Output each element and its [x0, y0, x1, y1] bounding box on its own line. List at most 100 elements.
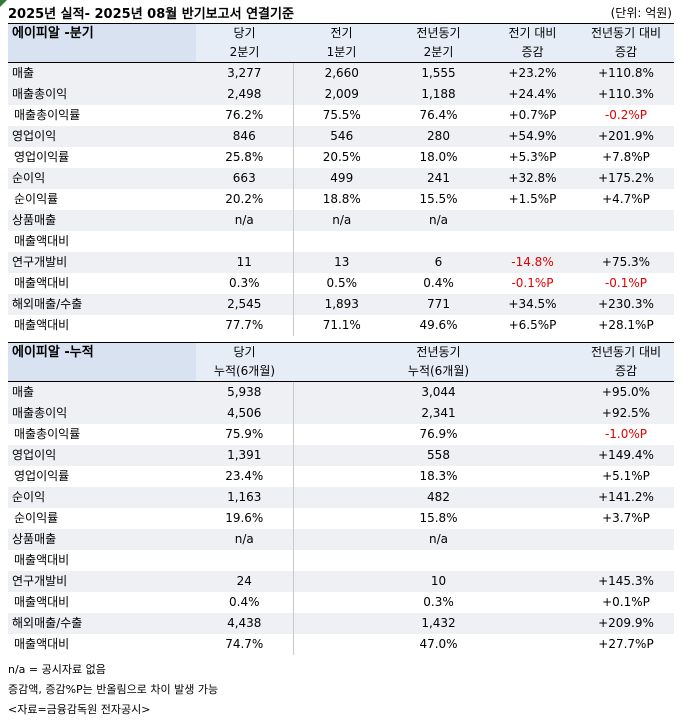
quarterly-cell: +175.2% — [578, 168, 674, 189]
footnote-na: n/a = 공시자료 없음 — [8, 663, 106, 676]
quarterly-cell: -14.8% — [487, 252, 578, 273]
quarterly-cell: +1.5%P — [487, 189, 578, 210]
quarterly-cell: +23.2% — [487, 62, 578, 84]
cumulative-cell: +0.1%P — [578, 592, 674, 613]
cumulative-row: 매출액대비 74.7% 47.0% +27.7%P — [8, 634, 674, 655]
cumulative-header-top-4: 전년동기 대비 — [578, 342, 674, 362]
cumulative-cell: +149.4% — [578, 445, 674, 466]
quarterly-cell: 18.0% — [390, 147, 487, 168]
cumulative-cell — [487, 634, 578, 655]
cumulative-header-top-0: 당기 — [196, 342, 293, 362]
cumulative-cell — [293, 571, 390, 592]
footnote-rounding: 증감액, 증감%P는 반올림으로 차이 발생 가능 — [8, 683, 219, 696]
quarterly-cell: 2,660 — [293, 62, 390, 84]
cumulative-cell: 74.7% — [196, 634, 294, 655]
quarterly-row: 매출총이익률 76.2% 75.5% 76.4% +0.7%P -0.2%P — [8, 105, 674, 126]
quarterly-cell: 241 — [390, 168, 487, 189]
cumulative-row-label: 영업이익률 — [8, 466, 196, 487]
quarterly-cell: 0.4% — [390, 273, 487, 294]
cumulative-cell — [293, 487, 390, 508]
cumulative-cell: 0.3% — [390, 592, 487, 613]
cumulative-row: 영업이익 1,391 558 +149.4% — [8, 445, 674, 466]
cumulative-row: 순이익 1,163 482 +141.2% — [8, 487, 674, 508]
cumulative-cell: 3,044 — [390, 381, 487, 403]
quarterly-cell — [578, 231, 674, 252]
quarterly-cell: +0.7%P — [487, 105, 578, 126]
quarterly-cell — [293, 231, 390, 252]
quarterly-row: 영업이익률 25.8% 20.5% 18.0% +5.3%P +7.8%P — [8, 147, 674, 168]
quarterly-cell: 771 — [390, 294, 487, 315]
cumulative-cell: 10 — [390, 571, 487, 592]
quarterly-cell: 499 — [293, 168, 390, 189]
quarterly-row-label: 매출 — [8, 62, 196, 84]
cumulative-cell — [487, 381, 578, 403]
footnote-source: <자료=금융감독원 전자공시> — [8, 703, 151, 716]
quarterly-cell: +75.3% — [578, 252, 674, 273]
quarterly-cell: -0.1%P — [487, 273, 578, 294]
cumulative-cell — [293, 445, 390, 466]
quarterly-header-top-2: 전년동기 — [390, 23, 487, 43]
cumulative-header-bottom-1 — [293, 362, 390, 382]
cumulative-cell — [487, 571, 578, 592]
quarterly-cell: 76.4% — [390, 105, 487, 126]
cumulative-cell — [293, 508, 390, 529]
cumulative-row: 해외매출/수출 4,438 1,432 +209.9% — [8, 613, 674, 634]
quarterly-cell: +230.3% — [578, 294, 674, 315]
cumulative-cell: 5,938 — [196, 381, 294, 403]
cumulative-cell: +92.5% — [578, 403, 674, 424]
cumulative-cell: +141.2% — [578, 487, 674, 508]
cumulative-cell: 19.6% — [196, 508, 294, 529]
quarterly-cell: 13 — [293, 252, 390, 273]
quarterly-cell: +110.8% — [578, 62, 674, 84]
quarterly-cell: +201.9% — [578, 126, 674, 147]
quarterly-cell: 1,188 — [390, 84, 487, 105]
cumulative-cell: 24 — [196, 571, 294, 592]
cumulative-cell — [293, 550, 390, 571]
cumulative-row-label: 매출총이익률 — [8, 424, 196, 445]
quarterly-header-bottom-4: 증감 — [578, 43, 674, 63]
cumulative-cell: +209.9% — [578, 613, 674, 634]
quarterly-cell: 846 — [196, 126, 294, 147]
cumulative-header-blank — [8, 362, 196, 382]
quarterly-row-label: 매출총이익 — [8, 84, 196, 105]
quarterly-cell: 0.3% — [196, 273, 294, 294]
cumulative-cell: +27.7%P — [578, 634, 674, 655]
cumulative-row-label: 연구개발비 — [8, 571, 196, 592]
cumulative-row-label: 매출액대비 — [8, 634, 196, 655]
quarterly-row: 매출총이익 2,498 2,009 1,188 +24.4% +110.3% — [8, 84, 674, 105]
quarterly-row-label: 연구개발비 — [8, 252, 196, 273]
cumulative-cell — [293, 634, 390, 655]
quarterly-row-label: 매출액대비 — [8, 231, 196, 252]
cumulative-cell: 1,432 — [390, 613, 487, 634]
cumulative-row-label: 순이익 — [8, 487, 196, 508]
cumulative-table: 에이피알 -누적 당기 전년동기 전년동기 대비 누적(6개월) 누적(6개월) 증감 매출 5… — [8, 342, 674, 655]
quarterly-cell: 18.8% — [293, 189, 390, 210]
cumulative-header-bottom-4: 증감 — [578, 362, 674, 382]
quarterly-cell: -0.1%P — [578, 273, 674, 294]
cumulative-cell: 1,163 — [196, 487, 294, 508]
quarterly-cell: +110.3% — [578, 84, 674, 105]
quarterly-header-bottom-3: 증감 — [487, 43, 578, 63]
cumulative-cell — [487, 445, 578, 466]
cumulative-cell — [390, 550, 487, 571]
quarterly-cell: 546 — [293, 126, 390, 147]
quarterly-cell: 49.6% — [390, 315, 487, 336]
cumulative-cell: 76.9% — [390, 424, 487, 445]
quarterly-row-label: 매출총이익률 — [8, 105, 196, 126]
quarterly-cell: 280 — [390, 126, 487, 147]
cumulative-section-title: 에이피알 -누적 — [8, 342, 196, 362]
cumulative-cell — [293, 529, 390, 550]
cumulative-row-label: 매출 — [8, 381, 196, 403]
cumulative-cell: 1,391 — [196, 445, 294, 466]
quarterly-cell: n/a — [293, 210, 390, 231]
quarterly-cell — [487, 231, 578, 252]
quarterly-cell: +32.8% — [487, 168, 578, 189]
cumulative-cell — [487, 613, 578, 634]
quarterly-cell: 3,277 — [196, 62, 294, 84]
cumulative-cell — [487, 466, 578, 487]
cumulative-cell: +3.7%P — [578, 508, 674, 529]
cumulative-header-bottom-2: 누적(6개월) — [390, 362, 487, 382]
quarterly-header-row-1: 에이피알 -분기 당기 전기 전년동기 전기 대비 전년동기 대비 — [8, 23, 674, 43]
cumulative-cell: 0.4% — [196, 592, 294, 613]
cumulative-header-top-2: 전년동기 — [390, 342, 487, 362]
